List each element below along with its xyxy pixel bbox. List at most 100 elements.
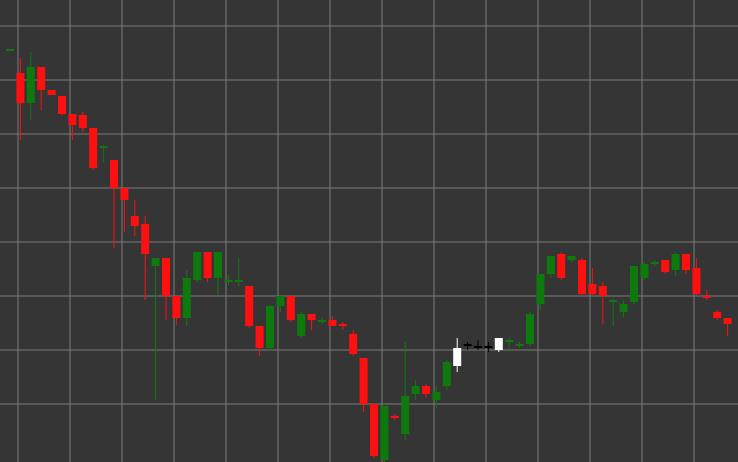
candle-45	[474, 340, 482, 350]
candle-8	[89, 128, 98, 170]
candle-5	[58, 96, 66, 116]
candle-body	[650, 262, 659, 264]
candle-47	[494, 338, 503, 352]
candle-body	[297, 314, 306, 336]
candle-63	[661, 260, 670, 274]
candle-body	[713, 312, 722, 318]
candle-body	[130, 216, 139, 226]
candle-38	[401, 342, 410, 440]
candle-61	[640, 262, 649, 280]
candle-body	[276, 296, 285, 306]
candle-29	[307, 314, 316, 330]
candle-15	[162, 258, 170, 320]
candle-2	[26, 52, 35, 120]
candle-54	[567, 256, 576, 262]
candle-19	[203, 252, 212, 282]
candle-21	[224, 275, 233, 285]
candle-14	[151, 258, 160, 400]
candle-body	[224, 280, 233, 282]
candle-42	[442, 360, 451, 390]
candle-41	[432, 386, 441, 408]
candle-68	[713, 310, 722, 320]
candle-31	[328, 316, 337, 326]
candle-body	[474, 346, 482, 348]
candle-body	[505, 340, 514, 342]
candle-body	[99, 146, 108, 148]
candle-51	[536, 274, 545, 310]
candle-27	[286, 296, 295, 322]
candle-36	[380, 406, 389, 462]
candle-body	[78, 115, 87, 128]
candle-body	[526, 314, 534, 344]
candle-body	[68, 114, 77, 125]
candle-22	[234, 258, 243, 286]
candle-32	[338, 322, 347, 330]
candle-body	[609, 300, 618, 302]
candle-35	[370, 404, 378, 458]
candle-body	[702, 296, 711, 298]
candle-67	[702, 290, 711, 300]
candle-25	[266, 305, 274, 350]
candle-body	[390, 416, 399, 418]
candle-body	[266, 306, 274, 348]
candle-body	[515, 344, 524, 346]
candle-body	[432, 392, 441, 400]
candle-59	[619, 300, 628, 318]
candle-1	[16, 58, 25, 140]
candle-50	[526, 312, 534, 346]
candle-body	[671, 254, 680, 270]
candle-44	[463, 342, 472, 350]
candle-58	[609, 298, 618, 326]
candle-body	[16, 73, 25, 103]
candle-body	[401, 396, 410, 434]
candle-body	[245, 286, 254, 326]
candle-body	[411, 386, 420, 394]
candle-0	[6, 49, 14, 51]
candle-62	[650, 260, 659, 266]
candle-10	[110, 160, 118, 248]
candle-body	[193, 252, 202, 280]
candle-56	[588, 268, 597, 296]
candle-body	[141, 224, 150, 254]
candle-4	[47, 90, 56, 95]
candle-39	[411, 380, 420, 400]
candle-body	[359, 358, 368, 404]
candle-body	[214, 252, 222, 278]
candle-body	[640, 264, 649, 278]
candle-body	[286, 296, 295, 320]
candle-body	[162, 258, 170, 296]
candle-body	[682, 254, 690, 270]
candle-body	[494, 338, 503, 350]
candle-64	[671, 252, 680, 276]
candles	[6, 49, 732, 462]
candle-20	[214, 252, 222, 295]
candle-69	[723, 318, 732, 336]
candle-48	[505, 338, 514, 350]
candle-60	[630, 266, 638, 304]
candle-33	[349, 330, 358, 356]
candle-body	[151, 258, 160, 266]
candle-body	[536, 274, 545, 304]
candle-12	[130, 200, 139, 236]
candle-16	[172, 296, 181, 325]
candle-30	[318, 318, 326, 324]
candle-18	[193, 252, 202, 282]
candle-23	[245, 286, 254, 328]
candle-body	[26, 67, 35, 103]
candle-46	[484, 342, 493, 352]
candle-body	[328, 320, 337, 326]
candle-body	[661, 260, 670, 272]
candle-body	[318, 320, 326, 322]
candle-body	[546, 256, 555, 274]
candle-body	[380, 406, 389, 460]
candle-11	[120, 188, 129, 232]
candle-body	[110, 160, 118, 188]
candle-body	[422, 386, 430, 394]
candle-9	[99, 145, 108, 162]
candle-body	[578, 260, 586, 294]
candle-body	[6, 49, 14, 51]
candle-body	[598, 286, 607, 296]
candle-body	[442, 362, 451, 386]
